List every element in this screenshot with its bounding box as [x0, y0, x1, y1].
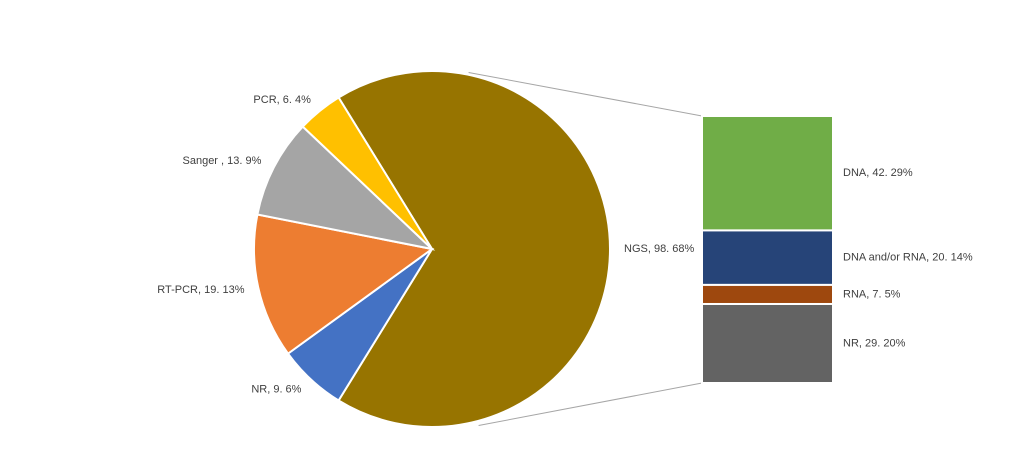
bar-label: RNA, 7. 5% [843, 288, 901, 300]
pie-slice [256, 125, 436, 251]
bar-segment [701, 302, 834, 385]
bar-label: NR, 29. 20% [843, 337, 906, 349]
bar-segment [701, 283, 834, 305]
slice-label: NR, 9. 6% [251, 384, 301, 396]
connector-line [478, 382, 703, 427]
bar-label: DNA and/or RNA, 20. 14% [843, 252, 973, 264]
slice-label: Sanger , 13. 9% [183, 155, 262, 167]
bar-segment [701, 229, 834, 286]
pie-slice [253, 213, 435, 356]
pie-slice [301, 96, 433, 250]
bar-label: DNA, 42. 29% [843, 167, 913, 179]
bar-segment [701, 115, 834, 232]
connector-line [468, 71, 703, 117]
slice-label: RT-PCR, 19. 13% [157, 284, 244, 296]
pie-slice [337, 70, 611, 428]
slice-label: NGS, 98. 68% [624, 243, 695, 255]
slice-label: PCR, 6. 4% [253, 94, 311, 106]
